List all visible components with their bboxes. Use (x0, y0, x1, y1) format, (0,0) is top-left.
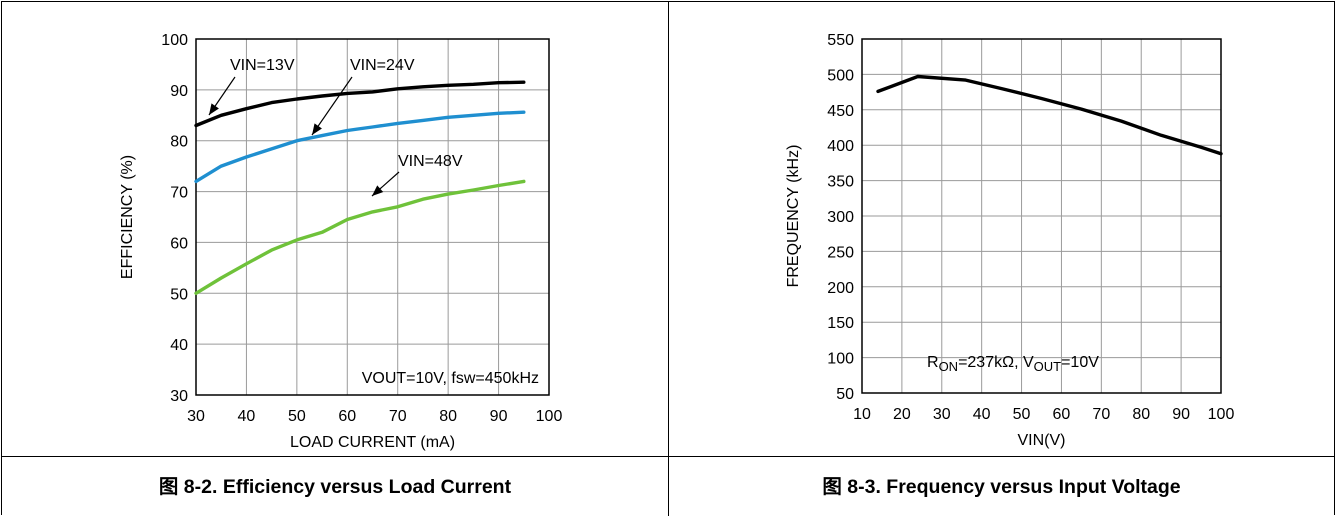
chart-frequency: 10 20 30 40 50 60 70 80 90 100 50 100 150 200 250 300 35… (785, 32, 1234, 449)
y-tick-label: 50 (836, 386, 854, 403)
annotation-subscript: ON (939, 359, 959, 374)
series-line-vin-48v (194, 179, 526, 295)
x-tick-label: 30 (933, 406, 951, 423)
x-tick-label: 100 (536, 408, 563, 425)
x-axis-label: VIN(V) (1018, 432, 1066, 449)
x-tick-label: 40 (973, 406, 991, 423)
series-line (876, 74, 1223, 156)
panel-divider (668, 1, 669, 516)
arrow-vin-48v-head (372, 185, 384, 196)
arrow-vin-13v-head (209, 103, 219, 115)
caption-efficiency: 图 8-2. Efficiency versus Load Current (158, 476, 512, 498)
y-tick-label: 250 (827, 244, 854, 261)
annotation-text: =237kΩ, V (958, 354, 1034, 371)
y-axis-label: FREQUENCY (kHz) (785, 145, 802, 288)
arrow-vin-24v-head (312, 123, 322, 135)
plot-border (861, 38, 1222, 394)
x-tick-label: 60 (1053, 406, 1071, 423)
legend-label-vin-24v: VIN=24V (350, 57, 415, 74)
x-tick-label: 40 (238, 408, 256, 425)
y-tick-label: 500 (827, 67, 854, 84)
condition-note: VOUT=10V, fsw=450kHz (362, 370, 539, 387)
x-tick-label: 50 (1013, 406, 1031, 423)
annotation-subscript: OUT (1034, 359, 1062, 374)
legend-label-vin-48v: VIN=48V (398, 153, 463, 170)
series-line-vin-24v (194, 110, 526, 184)
y-tick-label: 60 (170, 235, 188, 252)
y-tick-label: 90 (170, 83, 188, 100)
y-tick-label: 30 (170, 388, 188, 405)
x-tick-label: 50 (288, 408, 306, 425)
arrow-vin-24v (311, 76, 353, 136)
y-tick-label: 100 (827, 351, 854, 368)
x-tick-label: 90 (490, 408, 508, 425)
y-tick-label: 350 (827, 174, 854, 191)
caption-frequency: 图 8-3. Frequency versus Input Voltage (822, 476, 1181, 498)
caption-rule-left (1, 456, 669, 457)
x-tick-label: 90 (1172, 406, 1190, 423)
x-tick-label: 70 (1092, 406, 1110, 423)
y-tick-label: 400 (827, 138, 854, 155)
x-tick-label: 30 (187, 408, 205, 425)
x-tick-label: 60 (338, 408, 356, 425)
x-axis-label: LOAD CURRENT (mA) (290, 434, 455, 451)
y-tick-label: 70 (170, 185, 188, 202)
plot-border (195, 38, 550, 396)
y-tick-label: 100 (161, 32, 188, 49)
y-tick-label: 150 (827, 315, 854, 332)
x-tick-label: 80 (439, 408, 457, 425)
x-tick-label: 80 (1132, 406, 1150, 423)
y-tick-label: 550 (827, 32, 854, 49)
series-line-vin-13v (194, 80, 526, 128)
y-tick-label: 300 (827, 209, 854, 226)
caption-rule-right (668, 456, 1335, 457)
chart-efficiency: 30 40 50 60 70 80 90 100 30 40 50 60 70 80 90 100 LOAD C… (119, 32, 562, 451)
x-tick-label: 70 (389, 408, 407, 425)
x-tick-label: 100 (1208, 406, 1235, 423)
y-tick-label: 50 (170, 286, 188, 303)
y-tick-label: 80 (170, 134, 188, 151)
y-tick-label: 200 (827, 280, 854, 297)
y-tick-label: 40 (170, 337, 188, 354)
annotation-text: =10V (1061, 354, 1099, 371)
x-tick-label: 10 (853, 406, 871, 423)
y-axis-label: EFFICIENCY (%) (119, 155, 136, 279)
y-tick-label: 450 (827, 103, 854, 120)
x-tick-label: 20 (893, 406, 911, 423)
condition-note: RON=237kΩ, VOUT=10V (927, 354, 1099, 374)
legend-label-vin-13v: VIN=13V (230, 57, 295, 74)
annotation-text: R (927, 354, 939, 371)
